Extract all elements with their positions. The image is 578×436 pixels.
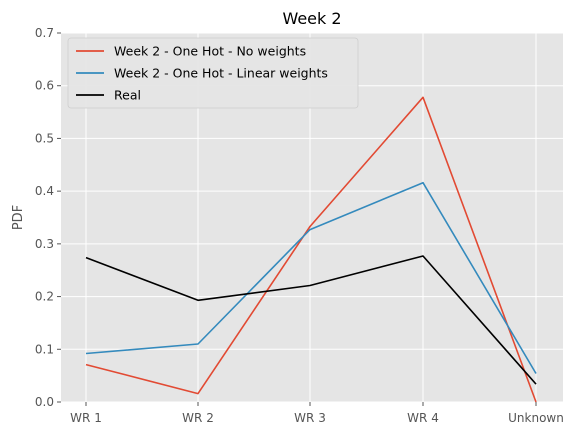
x-tick-label: WR 4 bbox=[407, 411, 439, 425]
legend: Week 2 - One Hot - No weights Week 2 - On… bbox=[67, 37, 359, 109]
x-axis-ticks: WR 1 WR 2 WR 3 WR 4 Unknown bbox=[70, 402, 564, 425]
x-tick-label: WR 1 bbox=[70, 411, 102, 425]
legend-label: Week 2 - One Hot - Linear weights bbox=[114, 66, 328, 81]
x-tick-label: WR 3 bbox=[294, 411, 326, 425]
y-tick-label: 0.7 bbox=[35, 26, 54, 40]
y-axis-label: PDF bbox=[11, 205, 26, 230]
y-tick-label: 0.0 bbox=[35, 395, 54, 409]
y-tick-label: 0.5 bbox=[35, 131, 54, 145]
legend-box bbox=[67, 37, 359, 109]
y-axis-ticks: 0.0 0.1 0.2 0.3 0.4 0.5 0.6 0.7 bbox=[35, 26, 61, 409]
x-tick-label: WR 2 bbox=[182, 411, 214, 425]
y-tick-label: 0.6 bbox=[35, 79, 54, 93]
y-tick-label: 0.1 bbox=[35, 342, 54, 356]
series-line bbox=[85, 96, 537, 403]
y-tick-label: 0.2 bbox=[35, 290, 54, 304]
series-line bbox=[85, 181, 537, 374]
y-tick-label: 0.3 bbox=[35, 237, 54, 251]
y-tick-label: 0.4 bbox=[35, 184, 54, 198]
legend-label: Week 2 - One Hot - No weights bbox=[114, 44, 306, 59]
x-tick-label: Unknown bbox=[508, 411, 564, 425]
legend-label: Real bbox=[114, 88, 141, 103]
chart-title: Week 2 bbox=[282, 9, 341, 28]
series-lines bbox=[85, 96, 537, 403]
series-line bbox=[85, 255, 537, 385]
